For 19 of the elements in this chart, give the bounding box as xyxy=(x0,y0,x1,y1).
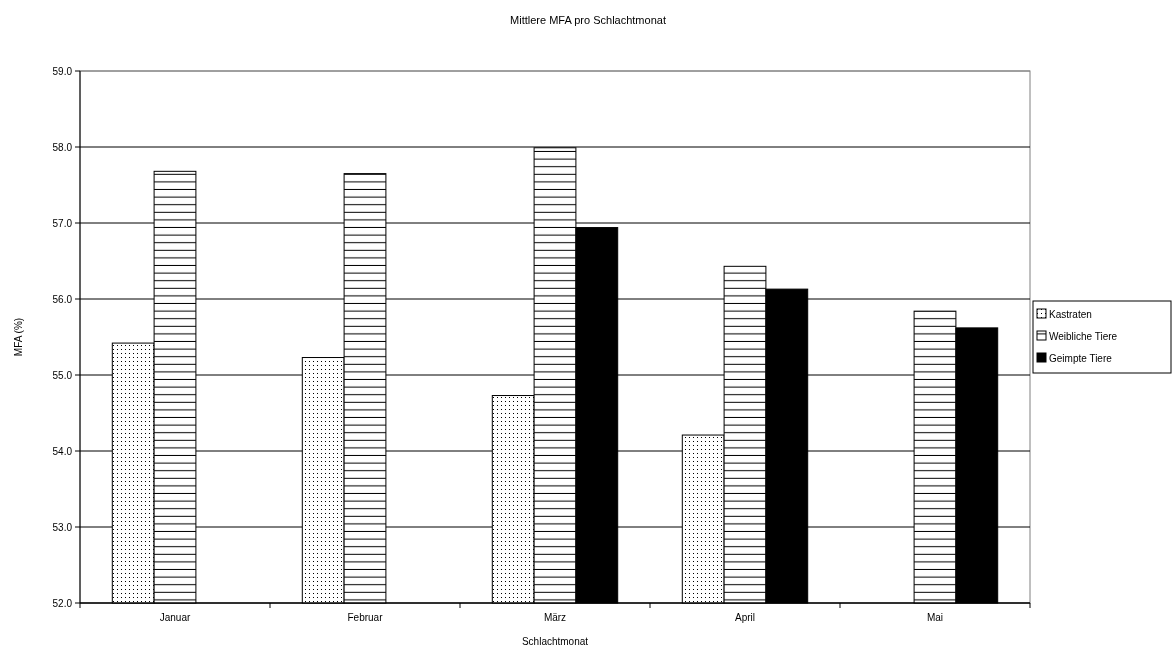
x-tick-label: Mai xyxy=(926,612,944,623)
x-tick-label: März xyxy=(543,612,567,623)
y-tick-label: 54.0 xyxy=(52,445,73,457)
x-tick-label: Februar xyxy=(347,612,384,623)
chart-title: Mittlere MFA pro Schlachtmonat xyxy=(510,14,666,26)
y-tick-label: 55.0 xyxy=(52,369,73,381)
y-tick-label: 58.0 xyxy=(52,141,73,153)
legend-label: Geimpte Tiere xyxy=(1049,352,1113,364)
y-tick-label: 53.0 xyxy=(52,521,73,533)
legend-label: Weibliche Tiere xyxy=(1049,330,1118,342)
y-tick-label: 59.0 xyxy=(52,65,73,77)
legend-label: Kastraten xyxy=(1049,308,1092,320)
y-tick-label: 56.0 xyxy=(52,293,73,305)
x-tick-label: April xyxy=(734,612,756,623)
x-tick-label: Januar xyxy=(159,612,191,623)
y-tick-label: 52.0 xyxy=(52,597,73,609)
y-tick-label: 57.0 xyxy=(52,217,73,229)
y-axis-title: MFA (%) xyxy=(13,317,24,357)
x-axis-title: Schlachtmonat xyxy=(521,636,589,647)
